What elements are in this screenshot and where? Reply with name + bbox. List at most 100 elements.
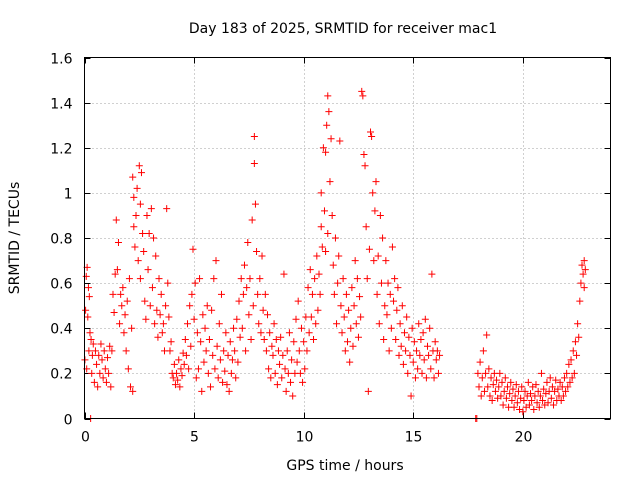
data-point xyxy=(493,376,501,384)
data-point xyxy=(324,229,332,237)
data-point xyxy=(352,320,360,328)
data-point xyxy=(554,385,562,393)
data-point xyxy=(304,284,312,292)
data-point xyxy=(255,320,263,328)
data-point xyxy=(502,394,510,402)
data-point xyxy=(418,369,426,377)
data-point xyxy=(236,333,244,341)
data-point xyxy=(131,243,139,251)
data-point xyxy=(566,378,574,386)
data-point xyxy=(121,311,129,319)
data-point xyxy=(129,173,137,181)
data-point xyxy=(198,387,206,395)
data-point xyxy=(560,374,568,382)
data-point xyxy=(508,396,516,404)
data-point xyxy=(380,336,388,344)
data-point xyxy=(108,347,116,355)
data-point xyxy=(173,369,181,377)
data-point xyxy=(169,374,177,382)
data-point xyxy=(413,347,421,355)
data-point xyxy=(565,360,573,368)
data-point xyxy=(134,257,142,265)
data-point xyxy=(563,369,571,377)
data-point xyxy=(501,374,509,382)
data-point xyxy=(356,293,364,301)
data-point xyxy=(87,336,95,344)
data-point xyxy=(483,331,491,339)
data-point xyxy=(514,387,522,395)
y-tick-label: 0 xyxy=(64,413,73,429)
x-tick-label: 5 xyxy=(190,430,199,446)
data-point xyxy=(287,378,295,386)
data-point xyxy=(281,365,289,373)
data-point xyxy=(290,338,298,346)
data-point xyxy=(127,383,135,391)
data-point xyxy=(539,396,547,404)
data-point xyxy=(386,290,394,298)
data-point xyxy=(251,200,259,208)
data-point xyxy=(337,302,345,310)
data-point xyxy=(101,365,109,373)
data-point xyxy=(128,324,136,332)
y-tick-label: 1 xyxy=(64,187,73,203)
data-point xyxy=(296,369,304,377)
gridlines xyxy=(84,57,611,419)
data-point xyxy=(188,290,196,298)
data-point xyxy=(288,356,296,364)
data-point xyxy=(421,315,429,323)
data-point xyxy=(88,369,96,377)
data-point xyxy=(180,360,188,368)
data-point xyxy=(403,313,411,321)
data-points xyxy=(81,87,589,422)
data-point xyxy=(338,329,346,337)
data-point xyxy=(147,205,155,213)
data-point xyxy=(226,338,234,346)
y-tick-label: 0.2 xyxy=(50,367,72,383)
data-point xyxy=(225,387,233,395)
data-point xyxy=(123,297,131,305)
data-point xyxy=(219,378,227,386)
data-point xyxy=(478,374,486,382)
data-point xyxy=(487,374,495,382)
data-point xyxy=(540,385,548,393)
data-point xyxy=(204,369,212,377)
data-point xyxy=(308,290,316,298)
data-point xyxy=(311,275,319,283)
data-point xyxy=(477,392,485,400)
data-point xyxy=(189,245,197,253)
data-point xyxy=(253,248,261,256)
data-point xyxy=(142,315,150,323)
data-point xyxy=(377,279,385,287)
data-point xyxy=(525,401,533,409)
data-point xyxy=(518,383,526,391)
data-point xyxy=(250,160,258,168)
data-point xyxy=(224,351,232,359)
data-point xyxy=(239,290,247,298)
x-tick-labels: 0 5 10 15 20 xyxy=(81,430,532,446)
data-point xyxy=(474,369,482,377)
data-point xyxy=(155,275,163,283)
data-point xyxy=(433,347,441,355)
data-point xyxy=(544,399,552,407)
data-point xyxy=(97,340,105,348)
data-point xyxy=(293,358,301,366)
data-point xyxy=(246,275,254,283)
data-point xyxy=(416,351,424,359)
data-point xyxy=(193,329,201,337)
data-point xyxy=(119,284,127,292)
data-point xyxy=(346,358,354,366)
data-point xyxy=(330,290,338,298)
data-point xyxy=(327,135,335,143)
data-point xyxy=(201,324,209,332)
data-point xyxy=(211,365,219,373)
data-point xyxy=(261,290,269,298)
data-point xyxy=(278,374,286,382)
data-point xyxy=(567,356,575,364)
data-point xyxy=(240,261,248,269)
data-point xyxy=(216,356,224,364)
data-point xyxy=(144,266,152,274)
data-point xyxy=(420,356,428,364)
data-point xyxy=(232,374,240,382)
data-point xyxy=(267,374,275,382)
data-point xyxy=(513,399,521,407)
